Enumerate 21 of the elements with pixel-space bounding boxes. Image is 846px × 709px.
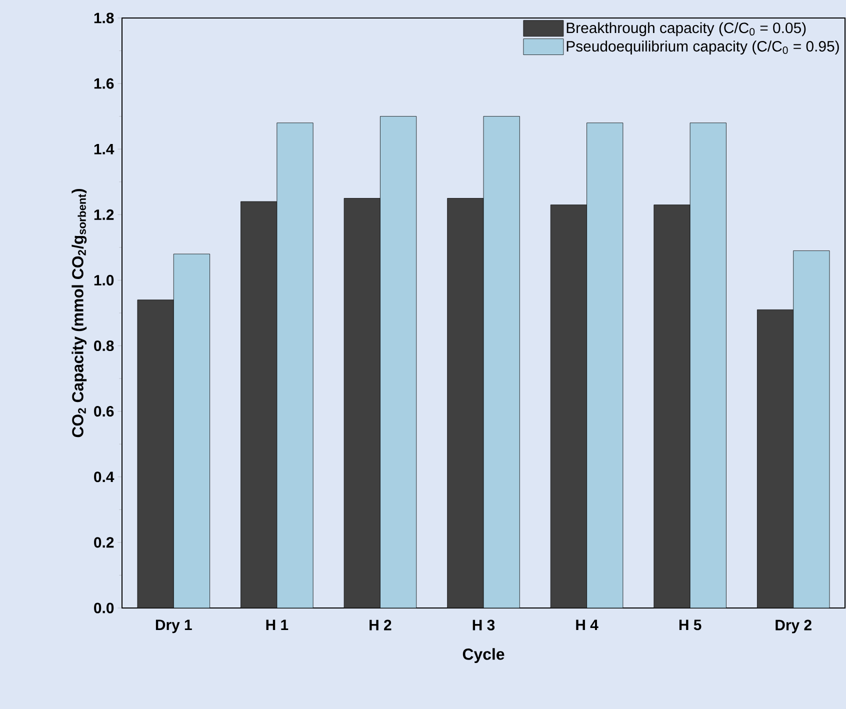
legend-label: Pseudoequilibrium capacity (C/C$_{0}$ = 0.95) <box>566 40 839 55</box>
y-tick-label: 1.8 <box>94 12 114 24</box>
x-tick-label: Dry 1 <box>156 620 192 634</box>
y-tick-label: 0.8 <box>94 340 114 352</box>
x-tick-label: H 1 <box>266 620 288 630</box>
y-tick-label: 0.4 <box>94 472 114 482</box>
x-tick-label: H 5 <box>679 620 702 630</box>
x-tick-label: Dry 2 <box>776 620 812 634</box>
x-axis-title: Cycle <box>462 648 504 663</box>
y-axis-title: CO$_{2}$ Capacity (mmol CO$_{2}$/g$_{sorbent}$) <box>72 188 87 438</box>
y-tick-label: 0.0 <box>94 602 114 614</box>
x-tick-label: H 3 <box>472 620 495 630</box>
x-tick-label: H 4 <box>576 620 598 630</box>
y-tick-label: 1.0 <box>94 274 114 286</box>
y-tick-label: 0.2 <box>94 537 114 548</box>
x-tick-label: H 2 <box>370 620 392 630</box>
legend-label: Breakthrough capacity (C/C$_{0}$ = 0.05) <box>566 22 806 36</box>
y-tick-label: 1.6 <box>94 78 114 89</box>
y-tick-label: 1.4 <box>94 144 114 154</box>
y-tick-label: 1.2 <box>94 209 114 220</box>
y-tick-label: 0.6 <box>94 406 114 417</box>
